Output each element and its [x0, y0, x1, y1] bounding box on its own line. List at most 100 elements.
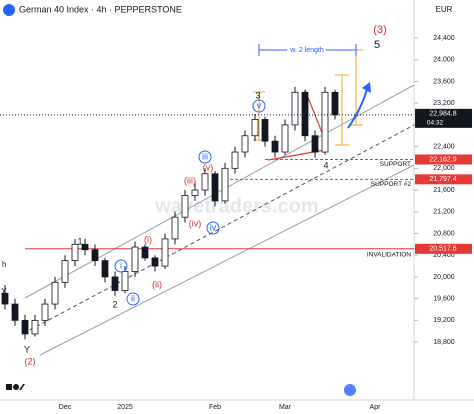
candle-body [261, 119, 269, 142]
candle-body [311, 135, 319, 153]
channel-line [24, 84, 415, 299]
wave-label: (2) [25, 356, 36, 366]
candle-body [101, 260, 109, 278]
y-tick-label: 24,400 [433, 35, 455, 42]
candle-body [271, 140, 279, 153]
candle-body [21, 319, 29, 335]
wave-label: X [1, 286, 7, 296]
candle-body [211, 173, 219, 202]
candle-body [151, 257, 159, 267]
candle-body [121, 271, 129, 291]
candle-body [171, 216, 179, 240]
y-tick-label: 23,200 [433, 100, 455, 107]
level-name: SUPPORT #2 [371, 181, 412, 188]
candle-body [251, 119, 259, 137]
level-label: 20,517.6 [429, 246, 456, 253]
wave-label: Y [24, 344, 30, 354]
candle-body [301, 91, 309, 137]
arrow-head [362, 82, 371, 93]
level-label-box [415, 174, 472, 185]
wave-circle [206, 221, 220, 235]
currency[interactable]: EUR [436, 5, 453, 14]
y-tick-label: 24,000 [433, 57, 455, 64]
wave-label: 5 [374, 39, 380, 51]
candle-body [281, 124, 289, 153]
wave-label: (ii) [152, 279, 162, 289]
level-label: 22,162.9 [429, 156, 456, 163]
x-tick-label: 2025 [117, 404, 133, 411]
candle-body [221, 167, 229, 202]
symbol-icon[interactable] [3, 4, 15, 16]
y-tick-label: 19,600 [433, 295, 455, 302]
wave-label: (iii) [184, 175, 196, 185]
candle-body [81, 243, 89, 251]
tv-logo [6, 384, 25, 390]
candle-body [231, 151, 239, 169]
candle-body [61, 260, 69, 283]
wave-label: v [257, 100, 262, 110]
wave-label: 1 [77, 236, 82, 246]
y-tick-label: 22,400 [433, 143, 455, 150]
y-tick-label: 21,600 [433, 187, 455, 194]
y-tick-label: 20,800 [433, 230, 455, 237]
wave-label: w. 2 length [289, 47, 324, 54]
wave-label: (3) [373, 24, 386, 36]
candle-body [131, 246, 139, 272]
y-tick-label: 23,600 [433, 78, 455, 85]
y-tick-label: 19,200 [433, 317, 455, 324]
logo-icon[interactable] [344, 384, 356, 396]
y-tick-label: 18,800 [433, 339, 455, 346]
candle-body [31, 319, 39, 335]
wave-circle [126, 292, 140, 306]
candle-body [331, 91, 339, 116]
wave-circle [252, 99, 266, 113]
candle-body [71, 243, 79, 262]
candle-body [191, 189, 199, 196]
wave-circle [114, 259, 128, 273]
x-tick-label: Feb [209, 404, 221, 411]
candle-body [201, 173, 209, 191]
last-price-label: 22,984.8 [429, 111, 456, 118]
candle-body [41, 303, 49, 321]
candle-body [91, 249, 99, 262]
level-name: SUPPORT [380, 161, 411, 168]
x-tick-label: Apr [370, 404, 382, 411]
level-name: INVALIDATION [367, 252, 411, 259]
wave-circle [198, 150, 212, 164]
y-tick-label: 20,400 [433, 252, 455, 259]
y-tick-label: 22,000 [433, 165, 455, 172]
candle-body [241, 135, 249, 153]
wave-label: (v) [203, 162, 214, 172]
wave-label: iv [210, 222, 217, 232]
channel-line [39, 164, 415, 356]
level-label-box [415, 243, 472, 254]
wave-label: 3 [255, 90, 260, 100]
cut-label: h [2, 260, 6, 269]
candle-body [321, 91, 329, 153]
candle-body [291, 91, 299, 126]
last-price-box [415, 108, 472, 128]
wave-label: (i) [144, 234, 152, 244]
candle-body [141, 246, 149, 259]
chart-title[interactable]: German 40 Index · 4h · PEPPERSTONE [19, 4, 182, 14]
candle-body [51, 281, 59, 305]
wave-label: 4 [323, 160, 328, 170]
y-tick-label: 21,200 [433, 209, 455, 216]
x-tick-label: Mar [279, 404, 292, 411]
wave-label: i [120, 260, 122, 270]
candle-body [111, 276, 119, 291]
countdown: 04:32 [427, 120, 444, 127]
channel-line [29, 124, 415, 331]
candle-body [11, 303, 19, 321]
measure-label-bg [287, 46, 326, 54]
candle-body [181, 195, 189, 218]
wave-label: iii [202, 151, 208, 161]
wave-label: 2 [112, 299, 117, 309]
wave-label: (iv) [189, 218, 202, 228]
level-label: 21,797.4 [429, 176, 456, 183]
x-tick-label: Dec [59, 404, 72, 411]
level-label-box [415, 154, 472, 165]
y-tick-label: 20,000 [433, 274, 455, 281]
